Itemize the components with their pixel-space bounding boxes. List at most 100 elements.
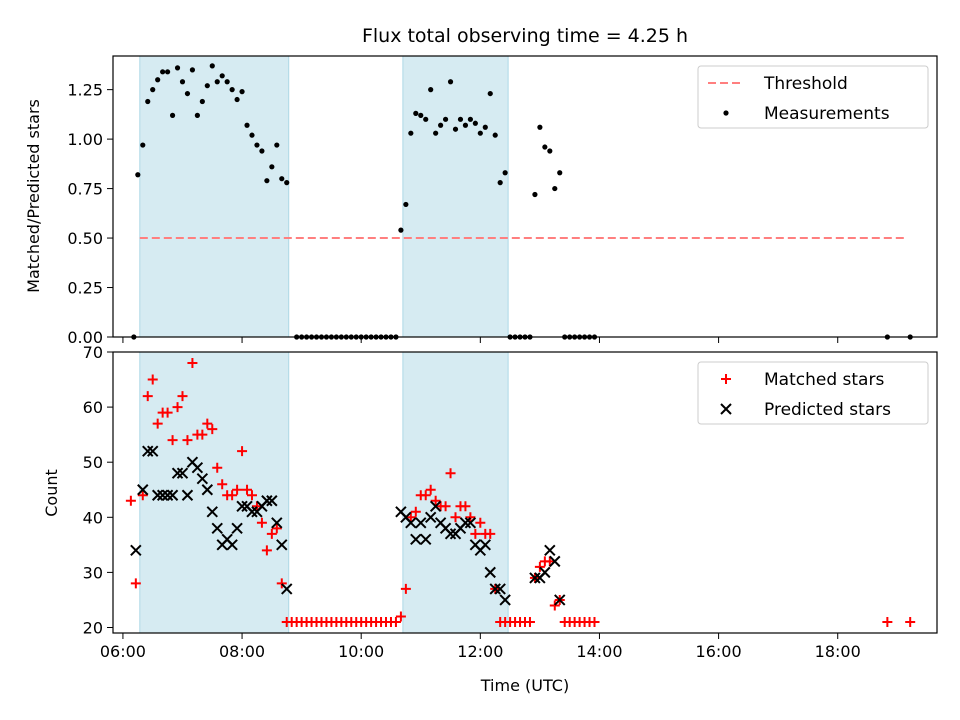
bottom-matched-stars-point-30 bbox=[276, 578, 287, 589]
top-measurements-point-82 bbox=[542, 144, 548, 150]
top-measurements-point-57 bbox=[418, 112, 424, 118]
top-measurements-point-8 bbox=[169, 112, 176, 118]
bottom-matched-stars-point-94 bbox=[882, 616, 893, 627]
top-measurements-point-70 bbox=[482, 124, 488, 130]
top-measurements-point-59 bbox=[428, 87, 434, 93]
bottom-observing-span-0 bbox=[139, 351, 290, 634]
bottom-predicted-stars-point-13 bbox=[196, 473, 209, 485]
top-measurements-point-69 bbox=[477, 130, 483, 136]
top-measurements-point-28 bbox=[269, 164, 275, 170]
top-measurements-point-26 bbox=[259, 148, 265, 154]
top-measurements-point-15 bbox=[204, 83, 210, 89]
bottom-predicted-stars-point-36 bbox=[420, 533, 432, 546]
bottom-predicted-stars-point-56 bbox=[544, 544, 556, 557]
bottom-y-tick-label-4: 60 bbox=[83, 398, 103, 417]
bottom-matched-stars-point-84 bbox=[544, 556, 555, 567]
bottom-matched-stars-point-93 bbox=[589, 616, 600, 627]
bottom-matched-stars-point-61 bbox=[430, 495, 441, 506]
bottom-matched-stars-point-7 bbox=[162, 407, 173, 418]
bottom-predicted-stars-point-2 bbox=[142, 445, 154, 457]
bottom-matched-stars-point-25 bbox=[251, 501, 262, 512]
top-measurements-point-3 bbox=[145, 98, 151, 105]
bottom-matched-stars-point-2 bbox=[137, 490, 148, 501]
top-y-tick-label-1: 0.25 bbox=[67, 279, 103, 298]
bottom-y-axis-label: Count bbox=[42, 469, 61, 517]
bottom-predicted-stars-point-14 bbox=[201, 484, 214, 496]
bottom-panel: 20 30 40 50 60 70 06:00 08:00 10:00 12:00 14:00 16:… bbox=[83, 343, 938, 661]
bottom-y-tick-label-1: 30 bbox=[83, 563, 103, 582]
bottom-matched-stars-point-64 bbox=[445, 468, 456, 479]
bottom-predicted-stars-point-55 bbox=[539, 566, 551, 579]
bottom-predicted-stars-point-48 bbox=[479, 539, 491, 551]
bottom-matched-stars-point-12 bbox=[187, 358, 198, 369]
top-axes-frame bbox=[112, 55, 938, 338]
bottom-y-tick-label-2: 40 bbox=[83, 508, 103, 527]
top-measurements-point-10 bbox=[179, 79, 186, 85]
bottom-matched-stars-point-24 bbox=[246, 490, 257, 501]
bottom-x-tick-label-0: 06:00 bbox=[100, 642, 146, 661]
bottom-x-tick-label-1: 08:00 bbox=[219, 642, 265, 661]
top-measurements-point-60 bbox=[433, 130, 439, 136]
bottom-matched-stars-point-20 bbox=[227, 490, 238, 501]
bottom-x-tick-label-3: 12:00 bbox=[457, 642, 503, 661]
bottom-predicted-stars-point-34 bbox=[410, 533, 422, 546]
top-panel: 0.00 0.25 0.50 0.75 1.00 1.25 Threshold Measure… bbox=[67, 55, 938, 347]
bottom-predicted-stars-point-1 bbox=[137, 484, 149, 496]
top-measurements-point-56 bbox=[413, 110, 419, 116]
bottom-matched-stars-point-59 bbox=[420, 490, 431, 501]
bottom-predicted-stars-point-44 bbox=[459, 517, 472, 529]
top-measurements-point-74 bbox=[502, 170, 508, 176]
top-measurements-point-20 bbox=[229, 87, 235, 93]
top-measurements-point-55 bbox=[408, 130, 414, 136]
bottom-matched-stars-point-10 bbox=[177, 391, 188, 402]
top-measurements-point-9 bbox=[174, 65, 181, 71]
top-measurements-point-66 bbox=[462, 122, 469, 128]
top-measurements-point-58 bbox=[423, 116, 429, 122]
top-observing-span-1 bbox=[402, 55, 509, 338]
top-measurements-point-65 bbox=[457, 116, 464, 122]
top-y-tick-label-4: 1.00 bbox=[67, 130, 103, 149]
bottom-matched-stars-point-95 bbox=[905, 616, 916, 627]
bottom-predicted-stars-point-53 bbox=[529, 572, 541, 584]
top-measurements-point-54 bbox=[403, 201, 409, 208]
top-measurements-point-1 bbox=[135, 172, 141, 178]
top-measurements-point-68 bbox=[472, 120, 478, 126]
bottom-predicted-stars-point-28 bbox=[271, 517, 283, 529]
bottom-legend-label-1: Predicted stars bbox=[764, 400, 891, 420]
bottom-predicted-stars-point-27 bbox=[266, 495, 278, 507]
bottom-matched-stars-point-85 bbox=[549, 600, 560, 611]
bottom-predicted-stars-point-10 bbox=[181, 489, 194, 501]
top-measurements-point-62 bbox=[442, 116, 449, 122]
top-measurements-point-31 bbox=[284, 180, 290, 186]
top-observing-span-0 bbox=[139, 55, 290, 338]
bottom-x-tick-label-4: 14:00 bbox=[576, 642, 622, 661]
top-y-tick-label-0: 0.00 bbox=[67, 328, 103, 347]
top-y-axis-label: Matched/Predicted stars bbox=[24, 99, 43, 293]
bottom-legend-label-0: Matched stars bbox=[764, 370, 884, 390]
bottom-matched-stars-point-4 bbox=[147, 374, 158, 385]
bottom-y-tick-label-5: 70 bbox=[83, 343, 103, 362]
bottom-matched-stars-point-1 bbox=[130, 578, 141, 589]
bottom-predicted-stars-point-49 bbox=[484, 566, 496, 579]
bottom-matched-stars-point-27 bbox=[261, 545, 272, 556]
bottom-matched-stars-point-11 bbox=[182, 435, 193, 446]
bottom-legend-key-matched-stars bbox=[721, 374, 731, 384]
top-legend-label-1: Measurements bbox=[764, 104, 890, 124]
bottom-matched-stars-point-57 bbox=[410, 506, 421, 517]
bottom-matched-stars-point-28 bbox=[266, 528, 277, 539]
bottom-matched-stars-point-21 bbox=[232, 484, 243, 495]
bottom-matched-stars-point-16 bbox=[207, 424, 218, 435]
top-measurements-point-11 bbox=[184, 90, 191, 97]
bottom-matched-stars-point-80 bbox=[524, 616, 535, 627]
bottom-predicted-stars-point-45 bbox=[464, 517, 477, 529]
top-y-tick-label-5: 1.25 bbox=[67, 81, 103, 100]
bottom-x-tick-label-6: 18:00 bbox=[815, 642, 861, 661]
bottom-matched-stars-point-18 bbox=[217, 479, 228, 490]
bottom-predicted-stars-point-37 bbox=[424, 511, 437, 524]
bottom-x-axis-label: Time (UTC) bbox=[480, 676, 569, 695]
top-measurements-point-30 bbox=[279, 176, 285, 182]
bottom-predicted-stars-point-33 bbox=[405, 517, 417, 529]
bottom-matched-stars-point-15 bbox=[202, 418, 213, 429]
top-measurements-point-17 bbox=[214, 79, 220, 85]
top-measurements-point-80 bbox=[532, 191, 538, 198]
